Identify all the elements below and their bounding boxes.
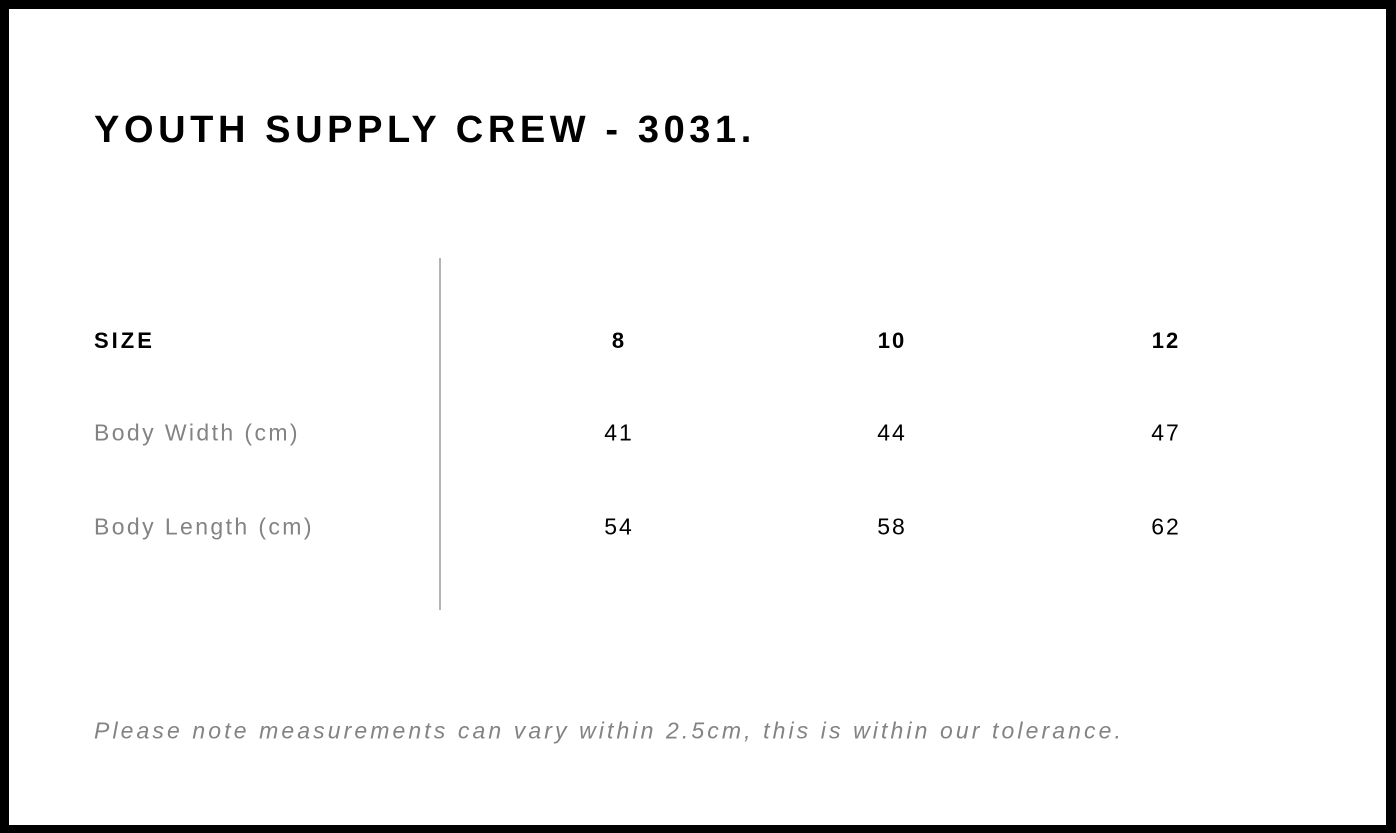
size-chart-card: YOUTH SUPPLY CREW - 3031. SIZE 8 10 12 B… xyxy=(9,9,1386,825)
size-header-label: SIZE xyxy=(94,328,155,353)
size-header-value: 12 xyxy=(1151,328,1181,353)
table-cell: 47 xyxy=(1151,419,1181,446)
size-header-value: 10 xyxy=(877,328,907,353)
page-title: YOUTH SUPPLY CREW - 3031. xyxy=(94,109,756,151)
tolerance-note: Please note measurements can vary within… xyxy=(94,717,1125,744)
row-label-body-width: Body Width (cm) xyxy=(94,419,300,446)
table-cell: 44 xyxy=(877,419,907,446)
table-cell: 62 xyxy=(1151,513,1181,540)
table-cell: 54 xyxy=(604,513,634,540)
column-divider xyxy=(439,258,441,610)
size-header-value: 8 xyxy=(611,328,627,353)
row-label-body-length: Body Length (cm) xyxy=(94,513,314,540)
table-cell: 41 xyxy=(604,419,634,446)
table-cell: 58 xyxy=(877,513,907,540)
